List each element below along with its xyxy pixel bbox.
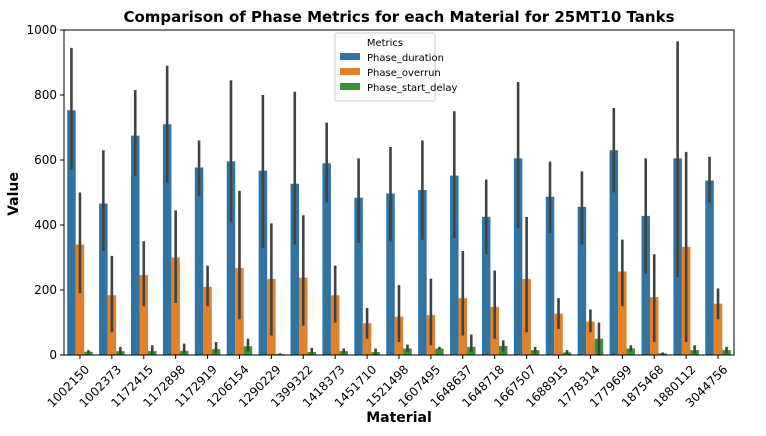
bar-Phase_overrun-1172919	[203, 286, 212, 355]
bar-Phase_overrun-1172415	[139, 275, 149, 355]
bar-Phase_overrun-1418373	[330, 295, 340, 355]
chart-title: Comparison of Phase Metrics for each Mat…	[123, 8, 675, 26]
y-tick-label-200: 200	[34, 283, 57, 297]
bar-Phase_duration-1418373	[322, 163, 331, 355]
bar-Phase_duration-1172898	[162, 124, 172, 355]
bar-Phase_overrun-1451710	[362, 323, 372, 355]
bar-Phase_duration-1667507	[513, 158, 523, 355]
bar-Phase_duration-1002150	[67, 110, 76, 356]
legend-swatch-Phase_start_delay	[340, 83, 360, 90]
bar-Phase_duration-1002373	[99, 203, 108, 355]
bar-Phase_duration-1451710	[354, 197, 363, 355]
bar-Phase_duration-1688915	[545, 196, 555, 355]
bar-Phase_overrun-1779699	[618, 271, 627, 355]
bar-Phase_overrun-1002150	[75, 244, 85, 355]
x-axis-label: Material	[366, 410, 432, 426]
y-tick-label-400: 400	[34, 218, 57, 232]
legend-label-Phase_duration: Phase_duration	[367, 53, 444, 64]
bar-Phase_duration-1648637	[450, 175, 459, 355]
bar-Phase_duration-1607495	[418, 189, 427, 355]
legend-swatch-Phase_duration	[340, 53, 360, 60]
bar-Phase_duration-1778314	[577, 206, 587, 355]
bar-Phase_duration-1399322	[290, 183, 300, 355]
bar-Phase_overrun-3044756	[713, 303, 723, 355]
legend-label-Phase_start_delay: Phase_start_delay	[367, 83, 458, 94]
bar-Phase_duration-3044756	[705, 180, 714, 355]
bar-Phase_overrun-1778314	[586, 321, 595, 355]
legend-label-Phase_overrun: Phase_overrun	[367, 68, 441, 79]
bar-Phase_overrun-1172898	[171, 257, 180, 355]
y-tick-label-800: 800	[34, 88, 57, 102]
y-tick-label-600: 600	[34, 153, 57, 167]
bar-Phase_duration-1521498	[386, 193, 395, 355]
y-tick-label-0: 0	[49, 348, 57, 362]
bar-Phase_duration-1290229	[258, 170, 268, 355]
bar-Phase_duration-1206154	[226, 161, 236, 355]
bar-Phase_duration-1648718	[481, 216, 491, 355]
bar-Phase_duration-1172415	[131, 135, 140, 355]
bar-Phase_duration-1779699	[609, 150, 619, 355]
bar-Phase_overrun-1688915	[554, 313, 563, 355]
bar-Phase_start_delay-1607495	[435, 348, 444, 355]
legend-swatch-Phase_overrun	[340, 68, 360, 75]
bar-Phase_duration-1875468	[641, 215, 650, 355]
legend-title: Metrics	[367, 38, 403, 49]
y-tick-label-1000: 1000	[26, 23, 57, 37]
bar-Phase_duration-1172919	[194, 167, 204, 355]
